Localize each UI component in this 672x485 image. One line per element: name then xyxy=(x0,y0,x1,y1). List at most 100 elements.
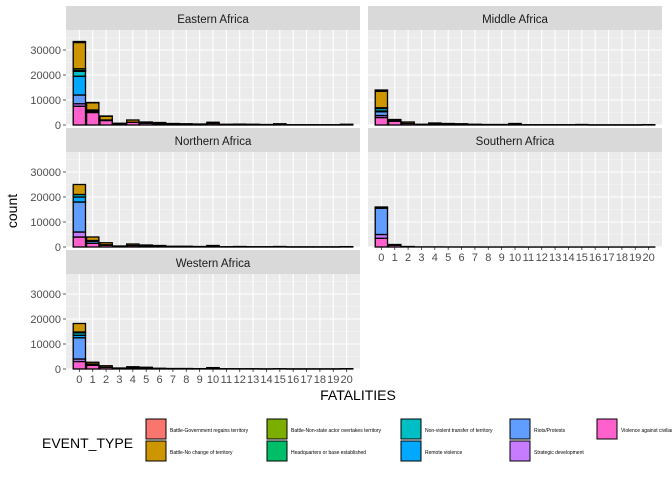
x-axis-label: FATALITIES xyxy=(320,387,396,403)
bar-segment xyxy=(73,232,85,237)
y-tick-label: 20000 xyxy=(30,314,61,326)
x-tick-label: 1 xyxy=(392,252,398,264)
bar-segment xyxy=(87,113,99,126)
x-tick-label: 15 xyxy=(274,374,286,386)
bar-segment xyxy=(375,238,387,247)
legend-swatch xyxy=(510,419,530,439)
legend-swatch xyxy=(597,419,617,439)
x-tick-label: 3 xyxy=(116,374,122,386)
bar-segment xyxy=(274,124,286,125)
bar-segment xyxy=(73,76,85,95)
x-tick-label: 8 xyxy=(183,374,189,386)
legend-entry: Non-violent transfer of territory xyxy=(425,428,493,434)
bar-segment xyxy=(402,122,414,124)
x-tick-label: 10 xyxy=(509,252,521,264)
x-tick-label: 14 xyxy=(562,252,574,264)
bar-segment xyxy=(73,185,85,195)
x-tick-label: 16 xyxy=(287,374,299,386)
legend-entry: Battle-No change of territory xyxy=(170,450,233,456)
bar-segment xyxy=(207,122,219,123)
legend-swatch xyxy=(401,441,421,461)
x-tick-label: 6 xyxy=(458,252,464,264)
legend-entry: Strategic development xyxy=(534,450,584,456)
legend-entry: Violence against civilians xyxy=(621,428,672,434)
x-tick-label: 9 xyxy=(197,374,203,386)
bar-segment xyxy=(100,366,112,368)
legend-swatch xyxy=(510,441,530,461)
x-tick-label: 3 xyxy=(418,252,424,264)
bar-segment xyxy=(375,207,387,208)
x-tick-label: 9 xyxy=(499,252,505,264)
bar-segment xyxy=(375,91,387,108)
legend-swatch xyxy=(146,419,166,439)
y-tick-label: 20000 xyxy=(30,192,61,204)
y-tick-label: 0 xyxy=(55,364,61,376)
bar-segment xyxy=(73,324,85,333)
bar-segment xyxy=(73,106,85,125)
bar-segment xyxy=(207,368,219,369)
y-tick-label: 0 xyxy=(55,242,61,254)
bar-segment xyxy=(509,124,521,125)
y-tick-label: 10000 xyxy=(30,339,61,351)
x-tick-label: 19 xyxy=(327,374,339,386)
bar-segment xyxy=(73,338,85,359)
x-tick-label: 5 xyxy=(445,252,451,264)
legend-entry: Battle-Non-state actor overtakes territo… xyxy=(291,428,382,434)
y-axis-label: count xyxy=(4,194,20,228)
x-tick-label: 20 xyxy=(643,252,655,264)
legend-entry: Riots/Protests xyxy=(534,428,566,434)
bar-segment xyxy=(140,122,152,123)
x-tick-label: 2 xyxy=(103,374,109,386)
bar-segment xyxy=(153,123,165,124)
facet-strip-label: Northern Africa xyxy=(175,136,252,148)
x-tick-label: 13 xyxy=(247,374,259,386)
facet-strip-label: Western Africa xyxy=(176,258,251,270)
x-tick-label: 12 xyxy=(234,374,246,386)
bar-segment xyxy=(113,246,125,247)
bar-segment xyxy=(389,120,401,121)
y-tick-label: 30000 xyxy=(30,167,61,179)
x-tick-label: 17 xyxy=(300,374,312,386)
y-tick-label: 10000 xyxy=(30,217,61,229)
bar-segment xyxy=(207,246,219,247)
bar-segment xyxy=(140,367,152,368)
x-tick-label: 7 xyxy=(170,374,176,386)
x-tick-label: 7 xyxy=(472,252,478,264)
bar-segment xyxy=(113,123,125,124)
y-tick-label: 20000 xyxy=(30,70,61,82)
bar-segment xyxy=(429,123,441,124)
x-tick-label: 4 xyxy=(432,252,438,264)
bar-segment xyxy=(389,245,401,246)
x-tick-label: 19 xyxy=(629,252,641,264)
x-tick-label: 18 xyxy=(314,374,326,386)
x-tick-label: 0 xyxy=(378,252,384,264)
bar-segment xyxy=(73,362,85,370)
legend-entry: Battle-Government regains territory xyxy=(170,428,249,434)
x-tick-label: 14 xyxy=(260,374,272,386)
x-tick-label: 20 xyxy=(341,374,353,386)
bar-segment xyxy=(375,118,387,126)
y-tick-label: 10000 xyxy=(30,95,61,107)
bar-segment xyxy=(140,245,152,246)
bar-segment xyxy=(87,103,99,110)
x-tick-label: 1 xyxy=(90,374,96,386)
x-tick-label: 18 xyxy=(616,252,628,264)
facet-strip-label: Southern Africa xyxy=(476,136,555,148)
facet-strip-label: Eastern Africa xyxy=(177,14,249,26)
legend-swatch xyxy=(401,419,421,439)
bar-segment xyxy=(113,368,125,369)
legend-swatch xyxy=(267,419,287,439)
x-tick-label: 13 xyxy=(549,252,561,264)
bar-segment xyxy=(127,120,139,122)
y-tick-label: 0 xyxy=(55,120,61,132)
x-tick-label: 4 xyxy=(130,374,136,386)
bar-segment xyxy=(73,237,85,247)
facet-strip-label: Middle Africa xyxy=(482,14,548,26)
legend-entry: Remote violence xyxy=(425,450,462,456)
x-tick-label: 15 xyxy=(576,252,588,264)
x-tick-label: 11 xyxy=(523,252,534,264)
x-tick-label: 6 xyxy=(156,374,162,386)
bar-segment xyxy=(73,43,85,69)
